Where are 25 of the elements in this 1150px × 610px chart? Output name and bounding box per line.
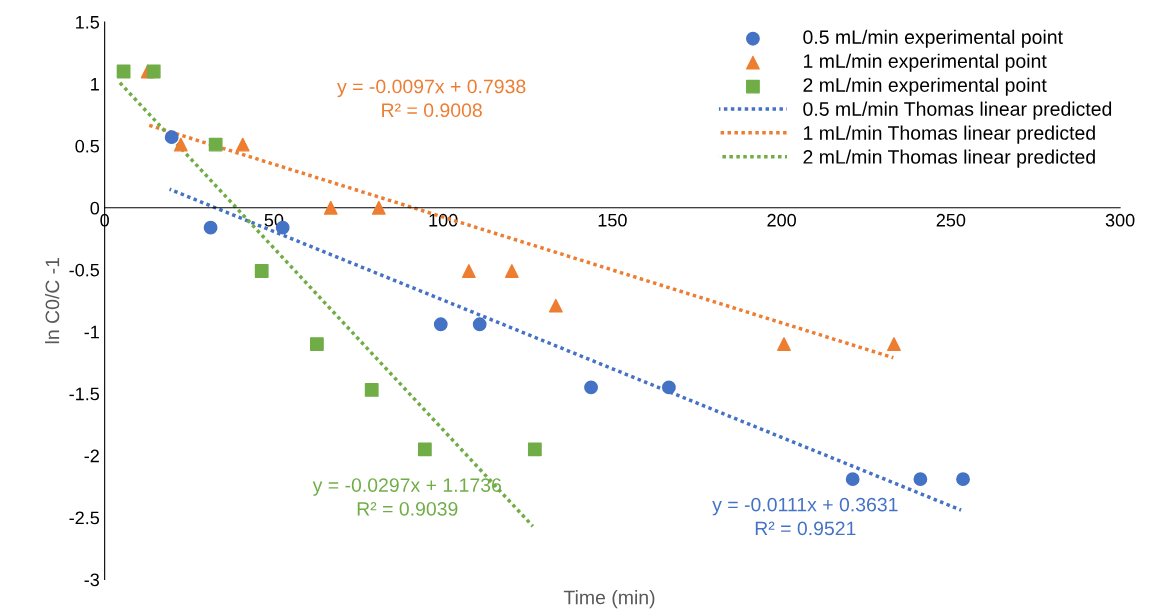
annotation: y = -0.0111x + 0.3631 R² = 0.9521 bbox=[712, 497, 898, 536]
y-tick-label: -2.5 bbox=[69, 511, 100, 525]
y-tick-label: -2 bbox=[84, 449, 99, 463]
x-tick-label: 150 bbox=[598, 213, 627, 227]
annotation: y = -0.0097x + 0.7938 R² = 0.9008 bbox=[337, 79, 526, 118]
y-tick-label: -3 bbox=[84, 573, 99, 587]
x-axis-title: Time (min) bbox=[563, 590, 655, 609]
y-tick-label: -1.5 bbox=[69, 387, 100, 401]
x-tick-label: 300 bbox=[1105, 213, 1135, 227]
y-tick-label: -1 bbox=[84, 325, 99, 339]
x-tick-label: 200 bbox=[767, 213, 796, 227]
legend-label: 0.5 mL/min Thomas linear predicted bbox=[803, 101, 1112, 120]
legend-label: 1 mL/min experimental point bbox=[804, 53, 1047, 72]
y-axis-title: ln C0/C -1 bbox=[45, 257, 60, 344]
y-tick-label: 0.5 bbox=[75, 139, 100, 153]
y-tick-label: 1.5 bbox=[76, 16, 100, 29]
legend-label: 0.5 mL/min experimental point bbox=[803, 29, 1063, 48]
y-tick-label: 1 bbox=[91, 78, 99, 91]
y-tick-label: 0 bbox=[90, 201, 100, 215]
legend-label: 2 mL/min experimental point bbox=[803, 77, 1047, 96]
y-tick-label: -0.5 bbox=[69, 263, 100, 277]
annotation: y = -0.0297x + 1.1736 R² = 0.9039 bbox=[312, 478, 501, 516]
legend-label: 1 mL/min Thomas linear predicted bbox=[804, 125, 1095, 144]
x-tick-label: 250 bbox=[936, 213, 966, 227]
legend-label: 2 mL/min Thomas linear predicted bbox=[803, 149, 1095, 168]
